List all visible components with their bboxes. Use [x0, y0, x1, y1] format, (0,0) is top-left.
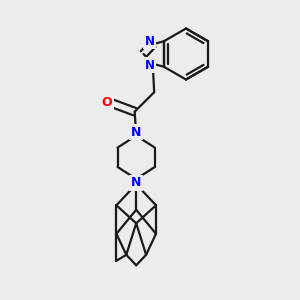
Text: N: N — [145, 35, 155, 48]
Text: N: N — [131, 126, 141, 139]
Text: O: O — [101, 96, 112, 109]
Text: N: N — [131, 176, 141, 189]
Text: N: N — [145, 59, 155, 72]
